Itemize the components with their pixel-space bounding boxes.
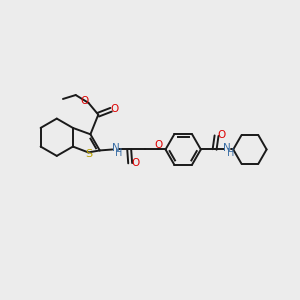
Text: N: N	[112, 142, 119, 152]
Text: O: O	[131, 158, 139, 168]
Text: O: O	[80, 96, 89, 106]
Text: H: H	[115, 148, 122, 158]
Text: N: N	[224, 142, 231, 152]
Text: O: O	[154, 140, 163, 150]
Text: H: H	[226, 148, 234, 158]
Text: O: O	[217, 130, 226, 140]
Text: S: S	[86, 149, 93, 159]
Text: O: O	[111, 104, 119, 114]
